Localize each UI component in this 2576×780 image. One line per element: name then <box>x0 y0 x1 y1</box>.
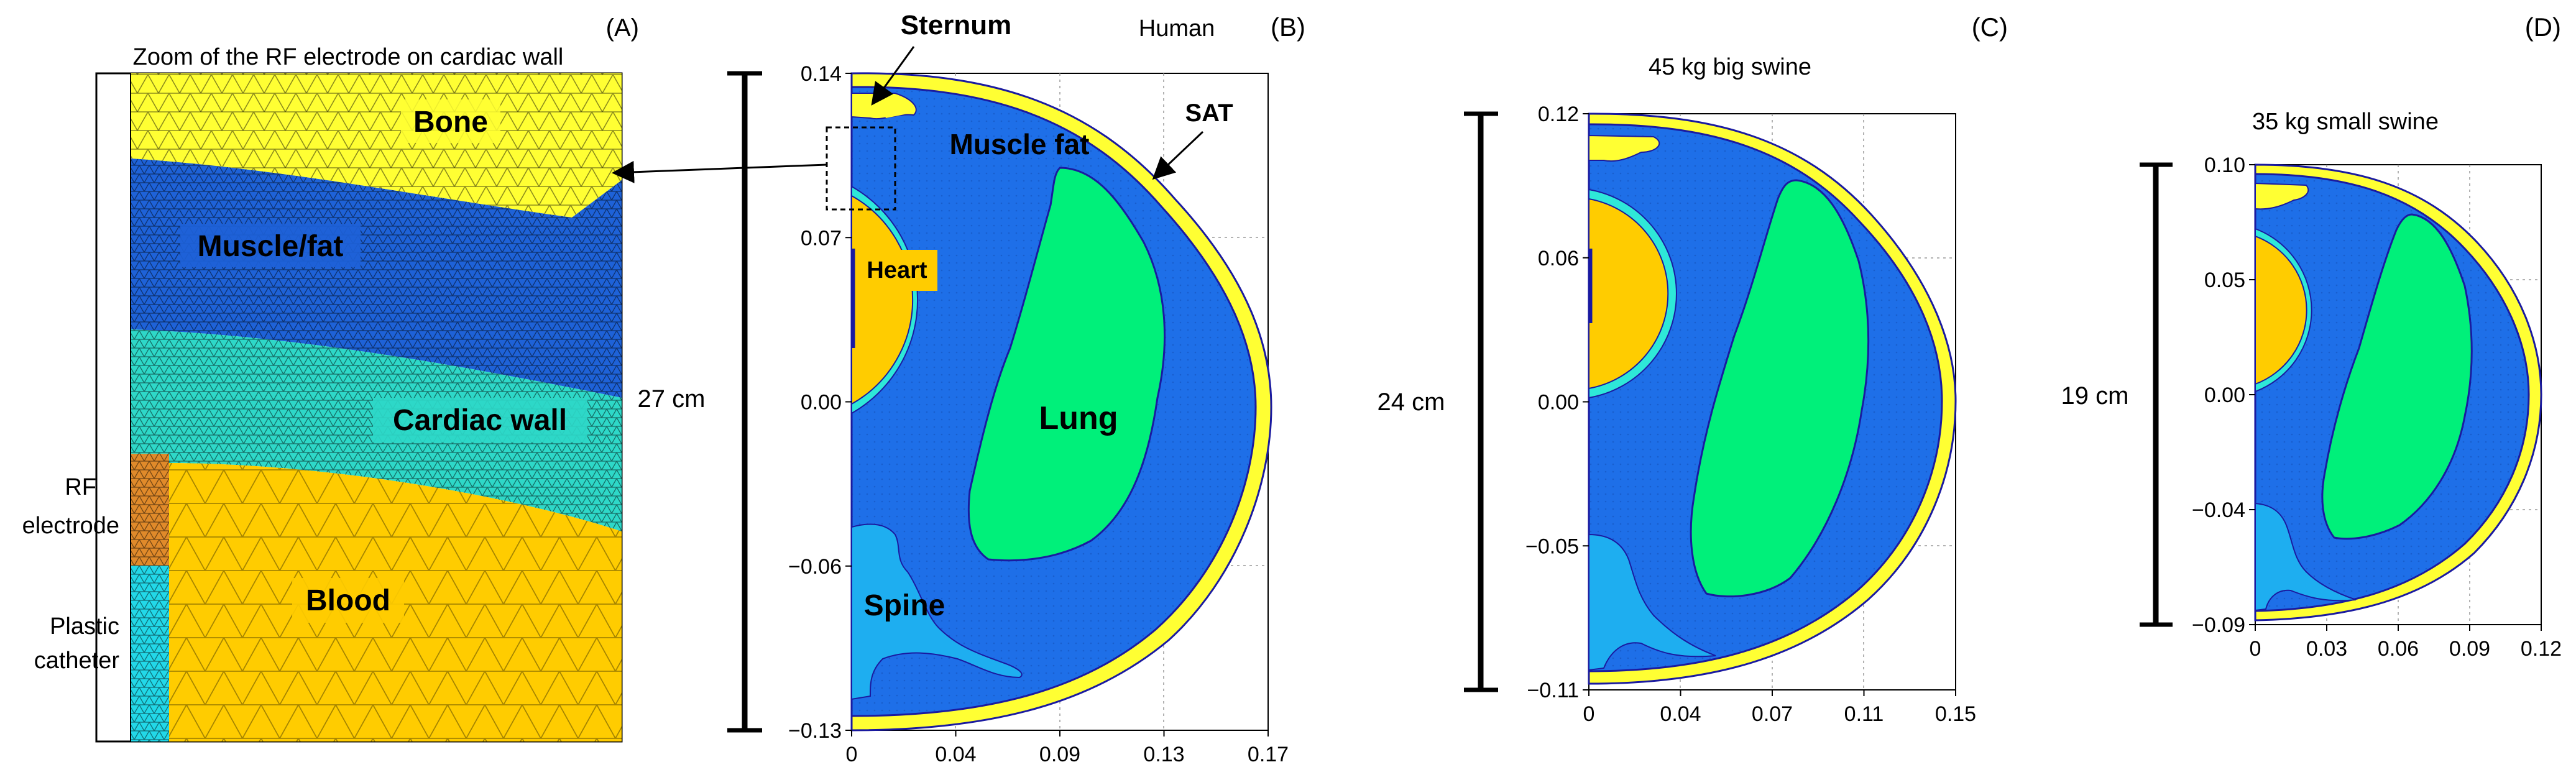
scale-label-b: 27 cm <box>638 385 706 413</box>
rf-label-1: RF <box>65 474 96 500</box>
panel-a-letter: (A) <box>606 14 639 42</box>
panel-b-ytick-label: 0.14 <box>801 62 842 86</box>
panel-b: (B) Human 27 cm Sternum S <box>638 10 1305 766</box>
panel-d-xtick-label: 0.03 <box>2306 637 2347 661</box>
panel-b-xtick-label: 0.17 <box>1248 743 1289 766</box>
sat-arrow <box>1152 131 1204 180</box>
panel-d-letter: (D) <box>2525 12 2561 42</box>
panel-c-ytick-label: 0.12 <box>1538 103 1579 126</box>
cardiac-wall-label: Cardiac wall <box>393 404 567 437</box>
panel-b-ytick-label: −0.06 <box>788 555 842 579</box>
panel-b-xtick-label: 0.04 <box>935 743 976 766</box>
panel-d: (D) 35 kg small swine 19 cm 0 0.03 0.06 0.0… <box>2061 12 2562 661</box>
panel-d-ytick-label: 0.00 <box>2204 383 2245 407</box>
panel-c-ytick-label: 0.00 <box>1538 391 1579 415</box>
ticks-b: 0 0.04 0.09 0.13 0.17 0.14 0.07 0.00 −0.06 −0.13 <box>788 62 1289 766</box>
ticks-d: 0 0.03 0.06 0.09 0.12 0.10 0.05 0.00 −0.04 −0.09 <box>2192 154 2562 661</box>
panel-b-xtick-label: 0.13 <box>1143 743 1184 766</box>
panel-d-xtick-label: 0.09 <box>2449 637 2490 661</box>
panel-d-ytick-label: 0.05 <box>2204 268 2245 292</box>
zoom-connector-arrow <box>612 160 827 183</box>
panel-c-ytick-label: −0.11 <box>1527 679 1579 702</box>
panel-b-xtick-label: 0 <box>846 743 858 766</box>
panel-b-ytick-label: 0.00 <box>801 391 842 415</box>
rf-electrode-mesh <box>131 454 169 566</box>
muscle-fat-label-a: Muscle/fat <box>198 230 344 263</box>
catheter-label-1: Plastic <box>50 613 119 640</box>
ticks-c: 0 0.04 0.07 0.11 0.15 0.12 0.06 0.00 −0.05 −0.11 <box>1525 103 1976 726</box>
lung-label: Lung <box>1039 400 1118 436</box>
muscle-mesh-a <box>131 158 622 398</box>
cardiac-label-bg <box>373 398 587 443</box>
zoom-box-b <box>826 126 896 211</box>
panel-d-ytick-label: −0.04 <box>2192 498 2245 522</box>
sternum-shape-c <box>1588 134 1660 162</box>
spine-shape-d <box>2255 502 2357 612</box>
spine-label: Spine <box>864 589 945 622</box>
panel-c-xtick-label: 0.11 <box>1844 702 1884 726</box>
sat-label: SAT <box>1185 99 1233 127</box>
scale-label-d: 19 cm <box>2061 382 2129 410</box>
panel-b-subtitle: Human <box>1139 16 1215 42</box>
lung-shape-d <box>2321 213 2473 540</box>
panel-b-xtick-label: 0.09 <box>1039 743 1080 766</box>
sternum-label: Sternum <box>901 10 1011 40</box>
panel-c-xtick-label: 0 <box>1583 702 1595 726</box>
lung-shape-b <box>967 167 1166 562</box>
catheter-mesh <box>131 566 169 741</box>
heart-shape-d <box>2255 235 2307 385</box>
panel-d-ytick-label: 0.10 <box>2204 154 2245 177</box>
panel-d-xtick-label: 0 <box>2250 637 2261 661</box>
muscle-fat-label-b: Muscle fat <box>950 128 1090 160</box>
panel-c-ytick-label: 0.06 <box>1538 247 1579 270</box>
heart-shape-c <box>1588 198 1669 390</box>
panel-a-title: Zoom of the RF electrode on cardiac wall <box>133 44 564 70</box>
catheter-label-2: catheter <box>34 648 120 674</box>
muscle-label-bg <box>180 224 361 267</box>
heart-label: Heart <box>867 257 927 283</box>
panel-c-xtick-label: 0.07 <box>1752 702 1793 726</box>
heart-label-bg <box>857 250 937 291</box>
panel-b-letter: (B) <box>1271 12 1305 42</box>
heart-shape-b <box>851 195 914 405</box>
panel-a: (A) Zoom of the RF electrode on cardiac … <box>22 14 827 743</box>
bone-label-bg <box>401 99 500 143</box>
bone-label: Bone <box>413 106 488 139</box>
panel-c: (C) 45 kg big swine 24 cm 0 0.04 0.07 0.11 0… <box>1378 12 2008 726</box>
panel-c-ytick-label: −0.05 <box>1525 535 1579 558</box>
spine-shape-b <box>851 523 1023 700</box>
scale-label-c: 24 cm <box>1378 388 1445 416</box>
lung-shape-c <box>1690 179 1870 598</box>
panel-d-subtitle: 35 kg small swine <box>2252 109 2439 135</box>
blood-label: Blood <box>306 584 390 617</box>
spine-shape-c <box>1588 533 1716 671</box>
panel-d-ytick-label: −0.09 <box>2192 613 2245 637</box>
panel-c-subtitle: 45 kg big swine <box>1649 54 1811 80</box>
panel-b-ytick-label: 0.07 <box>801 226 842 250</box>
panel-c-letter: (C) <box>1972 12 2008 42</box>
panel-c-xtick-label: 0.15 <box>1935 702 1976 726</box>
panel-b-ytick-label: −0.13 <box>788 719 842 743</box>
panel-d-xtick-label: 0.12 <box>2521 637 2562 661</box>
panel-c-xtick-label: 0.04 <box>1660 702 1701 726</box>
sternum-arrow <box>871 46 915 106</box>
rf-label-2: electrode <box>22 513 119 539</box>
blood-label-bg <box>292 578 404 623</box>
sternum-shape2-b <box>883 106 911 118</box>
panel-d-xtick-label: 0.06 <box>2378 637 2419 661</box>
sternum-shape-d <box>2255 182 2309 210</box>
